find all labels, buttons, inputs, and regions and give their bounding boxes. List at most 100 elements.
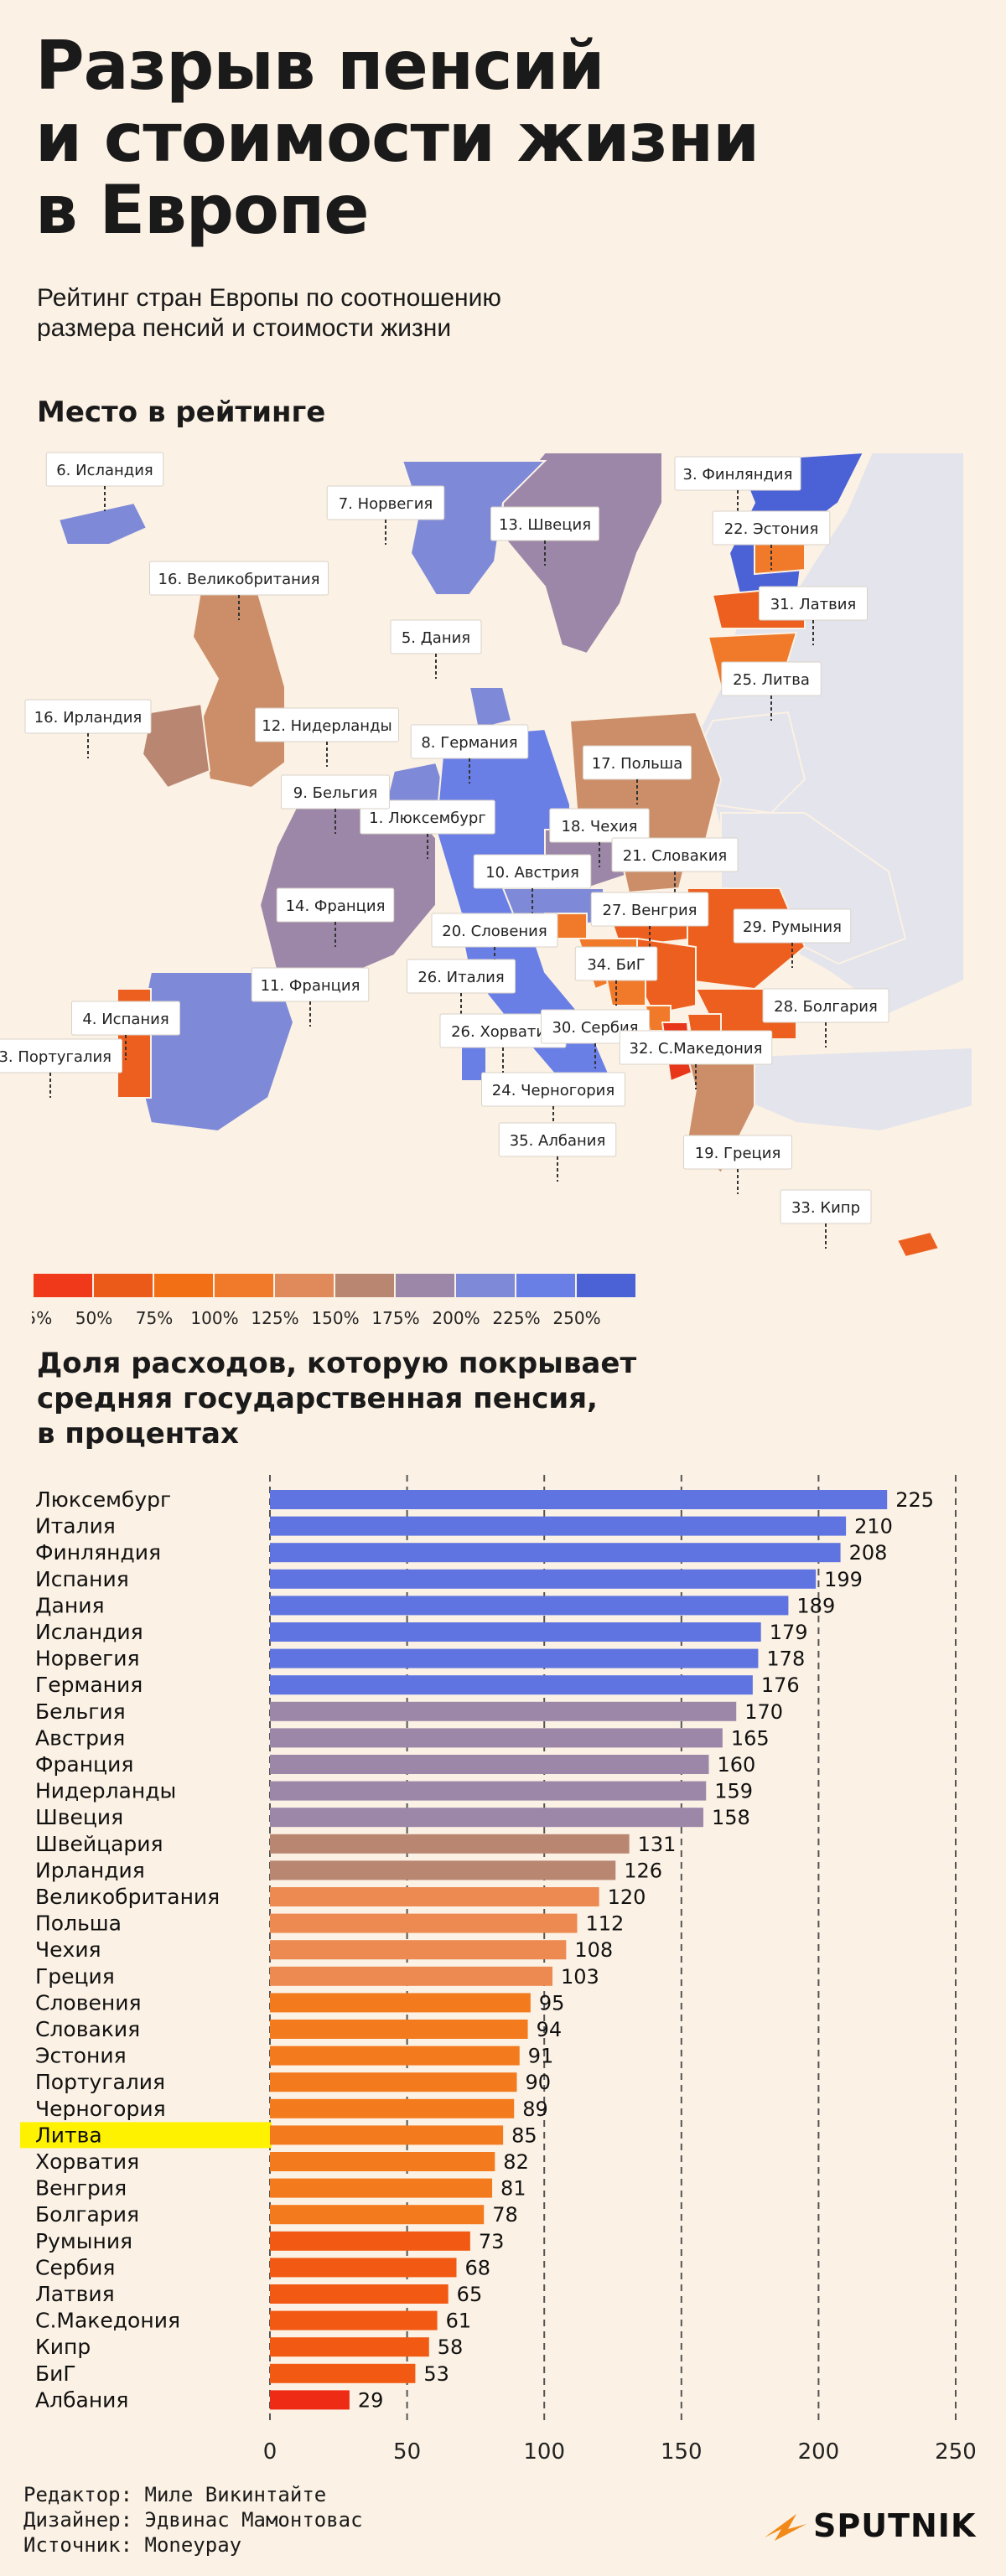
value-label: 131 xyxy=(638,1833,677,1856)
map-label-text: 6. Исландия xyxy=(56,462,153,479)
bar xyxy=(270,2337,429,2357)
map-label: 11. Франция xyxy=(251,967,370,1027)
map-label: 29. Румыния xyxy=(733,908,852,968)
bar xyxy=(270,2178,493,2198)
bar xyxy=(270,2231,470,2251)
map-label: 26. Италия xyxy=(407,959,516,1018)
cyprus-shape xyxy=(895,1230,941,1259)
category-label: Хорватия xyxy=(35,2149,139,2174)
bar xyxy=(270,1966,553,1986)
bar xyxy=(270,1808,703,1828)
title-line: в Европе xyxy=(35,171,370,249)
map-label-text: 30. Сербия xyxy=(552,1019,638,1037)
legend-swatch xyxy=(154,1274,213,1297)
legend-tick-label: 75% xyxy=(136,1308,173,1328)
denmark-shape xyxy=(468,686,513,731)
bar xyxy=(270,1781,707,1801)
bar xyxy=(270,2363,416,2383)
value-label: 81 xyxy=(500,2177,526,2201)
bar xyxy=(270,2046,520,2066)
sputnik-logo-icon xyxy=(765,2514,806,2541)
bar xyxy=(270,1701,737,1721)
legend-scale: 25% 50% 75% 100% 125% 150% 175% 200% 225% 250% xyxy=(32,1274,635,1328)
map-label-text: 4. Испания xyxy=(82,1011,169,1028)
map-label-text: 17. Польша xyxy=(592,755,683,773)
map-label-text: 20. Словения xyxy=(442,923,547,940)
map-label-text: 28. Болгария xyxy=(774,998,878,1016)
map-label-text: 26. Хорватия xyxy=(451,1023,555,1041)
legend-tick-label: 50% xyxy=(75,1308,112,1328)
map-label-text: 7. Норвегия xyxy=(339,495,433,513)
designer-credit: Дизайнер: Эдвинас Мамонтовас xyxy=(23,2508,363,2532)
map-label-text: 21. Словакия xyxy=(623,847,727,865)
bar xyxy=(270,1490,888,1509)
map-label-text: 26. Италия xyxy=(417,969,504,986)
value-label: 210 xyxy=(854,1515,893,1539)
map-label: 10. Австрия xyxy=(473,854,592,913)
category-label: Финляндия xyxy=(35,1540,161,1565)
x-tick-label: 150 xyxy=(661,2439,703,2465)
bar xyxy=(270,1993,531,2013)
sweden-shape xyxy=(502,452,663,655)
bar xyxy=(270,1516,847,1536)
credits: Редактор: Миле Викинтайте Дизайнер: Эдви… xyxy=(23,2482,363,2558)
value-label: 158 xyxy=(712,1806,750,1829)
value-label: 178 xyxy=(766,1648,805,1671)
category-label: С.Македония xyxy=(35,2309,180,2333)
map-label-text: 34. БиГ xyxy=(587,956,645,974)
map-label: 12. Нидерланды xyxy=(255,707,399,767)
map-label-text: 24. Черногория xyxy=(492,1082,614,1099)
value-label: 103 xyxy=(561,1965,599,1989)
map-label: 3. Финляндия xyxy=(674,456,801,515)
map-label: 16. Ирландия xyxy=(24,699,152,758)
map-label: 18. Чехия xyxy=(549,808,650,867)
value-label: 89 xyxy=(522,2098,548,2121)
map-label-text: 29. Румыния xyxy=(743,918,842,936)
map-label-text: 31. Латвия xyxy=(770,596,857,613)
x-tick-label: 250 xyxy=(935,2439,977,2465)
bar xyxy=(270,1940,567,1960)
bar xyxy=(270,2310,438,2330)
map-label: 33. Кипр xyxy=(780,1189,872,1249)
category-label: Нидерланды xyxy=(35,1779,176,1803)
value-label: 176 xyxy=(761,1673,800,1697)
bar xyxy=(270,1622,761,1642)
map-label: 1. Люксембург xyxy=(360,799,495,859)
map-label: 9. Бельгия xyxy=(281,774,390,834)
map-label-text: 9. Бельгия xyxy=(293,784,377,802)
value-label: 165 xyxy=(731,1726,770,1750)
category-label: Люксембург xyxy=(35,1487,171,1512)
category-label: Кипр xyxy=(35,2335,91,2359)
sputnik-logo[interactable]: SPUTNIK xyxy=(763,2506,976,2546)
title-line: и стоимости жизни xyxy=(35,99,760,177)
category-label: Норвегия xyxy=(35,1647,140,1671)
page-title: Разрыв пенсий и стоимости жизни в Европе xyxy=(35,30,957,246)
map-label-text: 32. С.Македония xyxy=(630,1040,763,1058)
category-label: БиГ xyxy=(35,2361,76,2386)
value-label: 159 xyxy=(714,1780,753,1803)
category-label: Албания xyxy=(35,2387,128,2412)
legend-tick-label: 100% xyxy=(190,1308,238,1328)
value-label: 199 xyxy=(824,1568,863,1591)
bar xyxy=(270,2125,504,2145)
map-label-text: 11. Франция xyxy=(261,977,360,995)
legend-tick-label: 150% xyxy=(311,1308,359,1328)
bar xyxy=(270,1887,599,1906)
bar xyxy=(270,2072,517,2092)
category-label: Эстония xyxy=(35,2044,127,2068)
map-label: 31. Латвия xyxy=(759,586,868,645)
map-label-text: 14. Франция xyxy=(286,897,386,915)
subtitle-line: Рейтинг стран Европы по соотношению xyxy=(37,284,501,312)
map-label: 6. Исландия xyxy=(45,452,164,511)
value-label: 189 xyxy=(796,1594,835,1617)
map-label-text: 23. Португалия xyxy=(0,1048,111,1066)
map-label: 25. Литва xyxy=(721,661,822,721)
legend-swatch xyxy=(34,1274,92,1297)
category-label: Сербия xyxy=(35,2255,115,2279)
value-label: 53 xyxy=(423,2362,449,2386)
bar xyxy=(270,1569,817,1589)
bar xyxy=(270,1860,616,1880)
category-label: Черногория xyxy=(35,2097,166,2121)
map-label: 26. Хорватия xyxy=(439,1013,567,1073)
category-label: Венгрия xyxy=(35,2176,127,2201)
